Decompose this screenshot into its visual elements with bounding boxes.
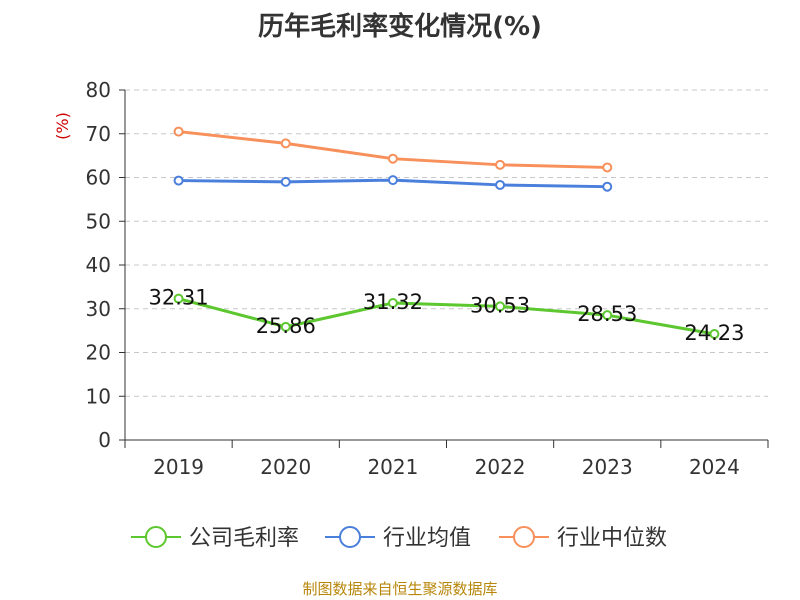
x-tick-label: 2024 (689, 455, 740, 479)
data-point (602, 181, 613, 192)
y-tick-label: 30 (86, 297, 111, 321)
source-note: 制图数据来自恒生聚源数据库 (302, 580, 498, 598)
y-tick-label: 40 (86, 253, 111, 277)
series-line-1 (178, 297, 715, 336)
x-tick-label: 2023 (582, 455, 633, 479)
data-point (495, 159, 506, 170)
data-label: 31.32 (363, 290, 423, 314)
y-tick-label: 20 (86, 341, 111, 365)
y-tick-label: 50 (86, 209, 111, 233)
data-label: 30.53 (470, 293, 530, 317)
data-label: 32.31 (149, 286, 209, 310)
x-tick-label: 2019 (153, 455, 204, 479)
chart-title: 历年毛利率变化情况(%) (258, 12, 542, 42)
x-tick-label: 2021 (367, 455, 418, 479)
y-tick-label: 10 (86, 384, 111, 408)
y-tick-label: 80 (86, 78, 111, 102)
data-point (173, 175, 184, 186)
data-point (280, 138, 291, 149)
y-tick-label: 0 (98, 428, 111, 452)
data-label: 24.23 (684, 321, 744, 345)
data-point (173, 293, 184, 304)
data-point (602, 162, 613, 173)
data-point (709, 328, 720, 339)
x-tick-label: 2020 (260, 455, 311, 479)
y-tick-label: 70 (86, 122, 111, 146)
data-point (495, 301, 506, 312)
data-point (173, 126, 184, 137)
y-axis-label: (%) (53, 112, 72, 140)
data-label: 28.53 (577, 302, 637, 326)
y-tick-label: 60 (86, 166, 111, 190)
data-point (602, 310, 613, 321)
data-point (280, 176, 291, 187)
data-point (280, 321, 291, 332)
legend-label: 行业均值 (383, 526, 471, 551)
legend-marker (145, 526, 167, 548)
x-tick-label: 2022 (475, 455, 526, 479)
data-point (387, 297, 398, 308)
data-point (387, 175, 398, 186)
data-point (495, 179, 506, 190)
legend-marker (339, 526, 361, 548)
data-label: 25.86 (256, 314, 316, 338)
legend-marker (513, 526, 535, 548)
legend-label: 公司毛利率 (189, 526, 299, 551)
legend-label: 行业中位数 (557, 526, 667, 551)
data-point (387, 153, 398, 164)
